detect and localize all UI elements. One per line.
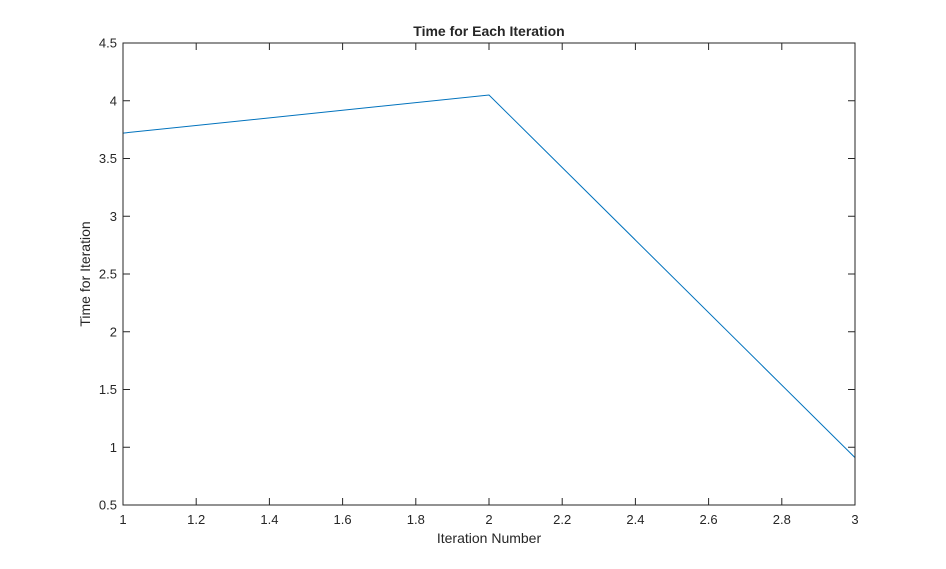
x-tick-label: 2.2 (553, 512, 571, 527)
y-tick-label: 3 (110, 209, 117, 224)
x-tick-label: 1 (119, 512, 126, 527)
x-tick-label: 2.6 (700, 512, 718, 527)
x-tick-label: 2 (485, 512, 492, 527)
x-tick-label: 1.6 (334, 512, 352, 527)
x-tick-label: 2.4 (626, 512, 644, 527)
series-line-0 (122, 94, 856, 458)
y-tick-label: 0.5 (99, 498, 117, 513)
series-layer (122, 94, 856, 458)
x-tick-label: 1.4 (260, 512, 278, 527)
x-tick-label: 1.8 (407, 512, 425, 527)
x-tick-label: 2.8 (773, 512, 791, 527)
x-tick-label: 1.2 (187, 512, 205, 527)
y-axis-title: Time for Iteration (77, 221, 93, 326)
axes-frame (122, 42, 856, 506)
y-tick-label: 1 (110, 440, 117, 455)
x-tick-label: 3 (851, 512, 858, 527)
tick-labels-layer: 1 1.2 1.4 1.6 1.8 2 2.2 2.4 2.6 2.8 30.511.522.533… (99, 36, 859, 528)
chart-title: Time for Each Iteration (413, 23, 564, 39)
plot-area (123, 43, 855, 505)
y-tick-label: 2.5 (99, 267, 117, 282)
y-tick-label: 4 (110, 93, 117, 108)
x-axis-title: Iteration Number (437, 530, 542, 546)
y-tick-label: 2 (110, 324, 117, 339)
y-tick-label: 3.5 (99, 151, 117, 166)
y-tick-label: 4.5 (99, 36, 117, 51)
y-tick-label: 1.5 (99, 382, 117, 397)
